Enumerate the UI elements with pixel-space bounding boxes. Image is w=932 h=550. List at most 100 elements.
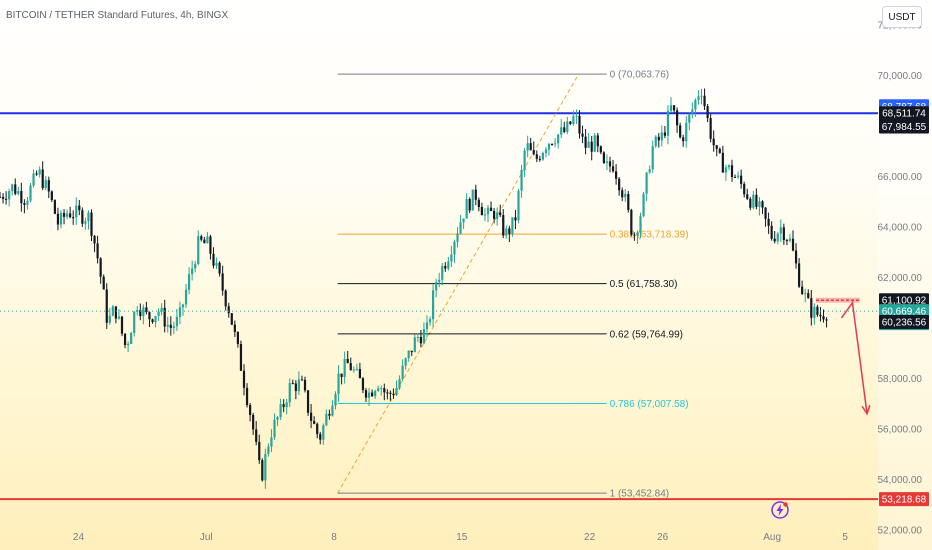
candle-body xyxy=(261,460,264,481)
candle-body xyxy=(444,266,447,269)
candle-body xyxy=(801,286,804,294)
candle-body xyxy=(279,404,282,418)
candle-body xyxy=(541,153,544,160)
candle-body xyxy=(758,201,761,207)
candle-body xyxy=(785,240,788,242)
currency-button[interactable]: USDT xyxy=(882,6,922,28)
candle-body xyxy=(517,190,520,221)
candle-body xyxy=(557,134,560,144)
candle-body xyxy=(654,136,657,147)
candle-body xyxy=(322,425,325,440)
candle-body xyxy=(227,306,230,314)
candle-body xyxy=(422,329,426,344)
candle-body xyxy=(26,200,29,205)
price-tag-label: 60,236.56 xyxy=(882,318,927,329)
fib-level-label: 0.62 (59,764.99) xyxy=(610,329,683,340)
price-tag-label: 60,669.46 xyxy=(882,307,927,318)
x-tick-label: Jul xyxy=(200,532,213,543)
candle-body xyxy=(554,143,557,145)
candle-body xyxy=(700,95,703,97)
candle-body xyxy=(688,114,691,123)
candle-body xyxy=(212,253,215,266)
candle-body xyxy=(114,306,117,319)
y-tick-label: 62,000.00 xyxy=(878,273,923,284)
candle-body xyxy=(264,453,267,481)
candle-body xyxy=(62,212,66,217)
candle-body xyxy=(438,279,441,283)
candle-body xyxy=(550,143,554,145)
candle-body xyxy=(148,312,151,320)
candle-body xyxy=(679,125,682,138)
candle-body xyxy=(38,169,41,175)
candle-body xyxy=(200,236,203,240)
candle-body xyxy=(615,171,618,179)
candle-body xyxy=(313,420,316,424)
candle-body xyxy=(5,198,8,200)
candle-body xyxy=(133,311,136,334)
candle-body xyxy=(465,199,468,219)
candle-body xyxy=(197,236,200,264)
candle-body xyxy=(75,205,78,218)
price-tag xyxy=(879,492,929,507)
price-tag xyxy=(879,293,929,308)
candle-body xyxy=(14,184,17,194)
candle-body xyxy=(84,221,87,224)
fib-level-label: 1 (53,452.84) xyxy=(610,489,670,500)
candle-body xyxy=(468,199,471,211)
candle-body xyxy=(41,169,44,189)
candle-body xyxy=(117,316,121,319)
candle-body xyxy=(706,106,709,119)
candle-body xyxy=(749,198,752,208)
candle-body xyxy=(428,319,432,323)
candle-body xyxy=(340,373,343,377)
candle-body xyxy=(544,149,548,154)
candle-body xyxy=(605,161,609,163)
candle-body xyxy=(175,316,178,327)
candle-body xyxy=(584,136,587,148)
candle-body xyxy=(514,217,517,221)
candle-body xyxy=(294,383,297,392)
candle-body xyxy=(72,217,75,219)
candle-body xyxy=(560,127,563,135)
candle-body xyxy=(425,322,429,330)
candle-body xyxy=(267,446,270,454)
candle-body xyxy=(630,209,633,235)
candle-body xyxy=(767,218,770,226)
candle-body xyxy=(102,276,105,290)
candle-body xyxy=(20,191,23,204)
candle-body xyxy=(355,368,358,370)
candle-body xyxy=(724,167,727,173)
candle-body xyxy=(419,336,422,344)
candle-body xyxy=(645,172,648,194)
lightning-logo-icon[interactable] xyxy=(770,500,790,520)
candle-body xyxy=(169,324,172,328)
candle-body xyxy=(191,268,194,275)
candle-body xyxy=(303,379,307,391)
price-tag-label: 68,511.74 xyxy=(882,109,926,120)
candle-body xyxy=(578,115,581,134)
candle-body xyxy=(157,311,160,317)
candle-body xyxy=(685,122,688,142)
candle-body xyxy=(325,413,328,426)
candle-body xyxy=(743,183,746,195)
candle-body xyxy=(398,379,401,389)
candle-body xyxy=(239,344,243,371)
candle-body xyxy=(715,145,718,149)
candle-body xyxy=(337,373,340,394)
y-tick-label: 54,000.00 xyxy=(878,475,923,486)
candle-body xyxy=(432,290,435,320)
candle-body xyxy=(99,258,102,277)
candle-body xyxy=(282,404,285,408)
candle-body xyxy=(178,307,182,317)
candle-body xyxy=(120,316,124,334)
candle-body xyxy=(188,274,191,290)
y-tick-label: 70,000.00 xyxy=(878,71,923,82)
candle-body xyxy=(297,379,300,392)
y-tick-label: 58,000.00 xyxy=(878,374,923,385)
candle-body xyxy=(78,205,81,211)
candle-body xyxy=(489,207,493,212)
candle-body xyxy=(233,324,236,333)
candle-body xyxy=(788,238,792,241)
candle-body xyxy=(145,307,148,313)
